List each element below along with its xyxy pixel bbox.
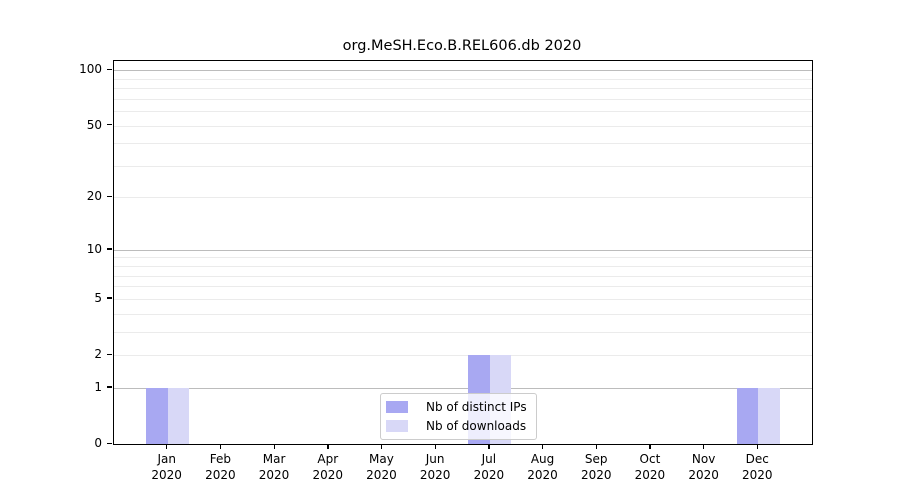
gridline-minor [114,355,812,356]
x-tick-month: May [369,452,394,466]
x-tick-year: 2020 [419,467,451,482]
x-tick-month: Jul [481,452,497,466]
x-tick-year: 2020 [634,467,666,482]
legend: Nb of distinct IPs Nb of downloads [380,393,537,440]
x-tick-mark [166,444,168,450]
gridline-minor [114,98,812,100]
x-tick-label: Nov 2020 [672,452,736,483]
x-tick-month: Apr [317,452,339,466]
legend-label-downloads: Nb of downloads [426,419,527,433]
y-tick-mark [107,248,112,250]
gridline-minor [114,313,812,315]
gridline-minor [114,275,812,277]
x-tick-mark [219,444,222,450]
gridline-minor [114,165,812,167]
x-tick-year: 2020 [151,467,182,482]
x-tick-mark [327,444,329,450]
y-tick-label: 2 [94,347,102,361]
x-tick-month: Nov [691,452,716,466]
x-tick-label: Sep 2020 [564,452,628,483]
gridline-minor [114,111,812,113]
x-tick-year: 2020 [258,467,290,482]
y-tick-mark [107,353,112,355]
y-tick-mark [107,297,112,299]
y-tick-mark [107,386,112,388]
y-tick-label: 1 [94,379,102,394]
x-tick-label: Mar 2020 [242,452,306,483]
y-tick-mark [107,68,112,70]
x-tick-month: Aug [530,452,555,466]
y-tick-label: 10 [86,241,102,256]
bar-dec-distinct-ips [736,387,759,444]
x-tick-mark [756,444,759,450]
x-tick-label: May 2020 [349,452,413,483]
x-tick-label: Jun 2020 [403,452,467,483]
x-tick-year: 2020 [473,467,505,482]
bar-jan-distinct-ips [146,387,168,444]
y-tick-label: 0 [94,436,102,450]
y-tick-label: 100 [79,62,102,77]
x-tick-month: Jan [157,452,176,466]
x-tick-mark [488,444,490,450]
x-tick-year: 2020 [366,467,397,482]
x-tick-month: Feb [209,452,231,466]
x-tick-mark [380,444,383,450]
y-tick-mark [107,195,112,198]
y-tick-label: 50 [86,117,102,132]
gridline-major [114,70,812,72]
x-tick-month: Sep [584,452,608,466]
gridline-minor [114,257,812,259]
gridline-minor [114,298,812,300]
x-tick-label: Dec 2020 [725,452,789,483]
x-tick-month: Dec [745,452,769,466]
x-tick-mark [542,444,544,450]
gridline-major [114,249,812,251]
x-tick-label: Feb 2020 [188,452,252,483]
x-tick-mark [703,444,705,450]
x-tick-label: Apr 2020 [296,452,360,483]
x-tick-month: Jun [425,452,445,466]
x-tick-month: Oct [639,452,661,466]
gridline-minor [114,331,812,333]
x-tick-year: 2020 [688,467,719,482]
x-tick-year: 2020 [205,467,236,482]
x-tick-label: Jul 2020 [457,452,521,483]
gridline-minor [114,197,812,199]
gridline-minor [114,266,812,268]
x-tick-mark [649,444,651,450]
x-tick-mark [434,444,436,450]
x-tick-label: Oct 2020 [618,452,682,483]
x-tick-year: 2020 [527,467,558,482]
gridline-minor [114,143,812,145]
y-tick-label: 20 [86,189,102,204]
y-tick-mark [107,124,112,126]
plot-area: Nb of distinct IPs Nb of downloads [113,60,813,445]
gridline-minor [114,88,812,90]
gridline-minor [114,125,812,127]
legend-swatch-downloads [386,420,408,432]
x-tick-year: 2020 [580,467,612,482]
legend-label-distinct-ips: Nb of distinct IPs [426,400,527,414]
x-tick-label: Aug 2020 [511,452,575,483]
x-tick-month: Mar [262,452,286,466]
legend-item-distinct-ips: Nb of distinct IPs [386,400,527,414]
y-tick-mark [107,442,112,444]
x-tick-label: Jan 2020 [135,452,199,483]
x-tick-year: 2020 [742,467,773,482]
legend-swatch-distinct-ips [386,401,408,413]
gridline-minor [114,78,812,80]
x-tick-year: 2020 [312,467,344,482]
legend-item-downloads: Nb of downloads [386,419,527,433]
y-tick-label: 5 [94,290,102,305]
chart-title: org.MeSH.Eco.B.REL606.db 2020 [342,38,582,54]
x-tick-mark [595,444,598,450]
gridline-major [114,387,812,389]
bar-jan-downloads [167,387,190,444]
x-tick-mark [273,444,275,450]
bar-dec-downloads [758,387,780,444]
gridline-minor [114,286,812,288]
